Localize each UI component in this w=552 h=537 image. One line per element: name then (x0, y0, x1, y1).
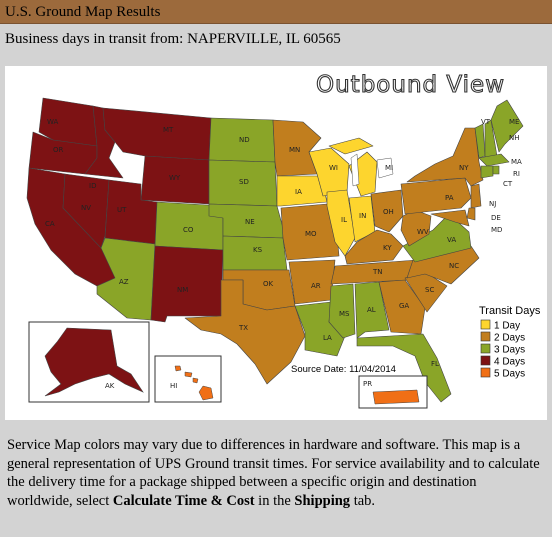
state-labels: WA OR CA ID NV MT WY UT AZ CO NM ND SD N… (45, 118, 522, 368)
label-SD: SD (239, 178, 249, 186)
state-HI (174, 365, 214, 401)
label-RI: RI (513, 170, 520, 178)
state-MD (430, 209, 470, 227)
legend-label-4: 4 Days (494, 357, 525, 368)
label-AK: AK (105, 382, 115, 390)
label-PA: PA (445, 194, 454, 202)
state-MS (328, 283, 356, 339)
label-IN: IN (359, 212, 366, 220)
legend-label-5: 5 Days (494, 369, 525, 380)
label-ID: ID (89, 182, 96, 190)
label-NH: NH (509, 134, 520, 142)
label-AL: AL (367, 306, 376, 314)
legend-title: Transit Days (479, 305, 541, 317)
state-KY (344, 229, 404, 265)
label-MS: MS (339, 310, 350, 318)
state-OH (370, 189, 404, 233)
label-WI: WI (329, 164, 338, 172)
label-MT: MT (163, 126, 174, 134)
state-GA (378, 279, 426, 335)
state-AZ (96, 237, 156, 321)
label-OK: OK (263, 280, 274, 288)
legend-label-1: 1 Day (494, 321, 520, 332)
state-DE (466, 207, 476, 221)
label-ND: ND (239, 136, 250, 144)
label-SC: SC (425, 286, 434, 294)
label-TX: TX (238, 324, 248, 332)
label-CO: CO (183, 226, 194, 234)
label-KS: KS (253, 246, 263, 254)
state-PR (372, 389, 420, 405)
state-TX (184, 279, 306, 385)
state-NV (62, 173, 110, 249)
label-AR: AR (311, 282, 321, 290)
state-CT (480, 165, 494, 179)
label-AZ: AZ (119, 278, 129, 286)
label-ME: ME (509, 118, 519, 126)
label-HI: HI (170, 382, 177, 390)
label-WY: WY (169, 174, 181, 182)
disclaimer-text: Service Map colors may vary due to diffe… (7, 436, 545, 510)
label-MO: MO (305, 230, 317, 238)
label-MA: MA (511, 158, 522, 166)
legend-swatch-2 (480, 331, 491, 342)
label-NV: NV (81, 204, 91, 212)
panel-title: U.S. Ground Map Results (0, 0, 552, 24)
label-NC: NC (449, 262, 459, 270)
origin-text: Business days in transit from: NAPERVILL… (5, 31, 341, 47)
shipping-tab-label: Shipping (294, 492, 351, 509)
state-AL (354, 281, 390, 339)
label-IA: IA (295, 188, 302, 196)
label-FL: FL (431, 360, 439, 368)
state-NY (406, 127, 484, 187)
label-WA: WA (47, 118, 59, 126)
label-IL: IL (341, 216, 347, 224)
disclaimer-part2: in the (254, 492, 295, 509)
state-VA (402, 213, 472, 263)
label-DE: DE (491, 214, 501, 222)
disclaimer-part3: tab. (350, 492, 376, 509)
legend-swatch-1 (480, 319, 491, 330)
label-UT: UT (117, 206, 127, 214)
label-WV: WV (417, 228, 429, 236)
label-TN: TN (372, 268, 383, 276)
label-NM: NM (177, 286, 188, 294)
label-OH: OH (383, 208, 394, 216)
state-RI (492, 165, 500, 175)
view-title: Outbound View (316, 72, 505, 98)
label-KY: KY (383, 244, 392, 252)
label-LA: LA (323, 334, 332, 342)
label-MI: MI (385, 164, 393, 172)
label-NY: NY (459, 164, 469, 172)
label-CA: CA (45, 220, 55, 228)
label-GA: GA (399, 302, 409, 310)
transit-map: Outbound View (5, 66, 547, 420)
source-date: Source Date: 11/04/2014 (291, 364, 396, 375)
label-MD: MD (491, 226, 502, 234)
label-VA: VA (447, 236, 456, 244)
us-map-svg: Outbound View (5, 66, 547, 420)
legend-swatch-5 (480, 367, 491, 378)
calculate-time-cost-label: Calculate Time & Cost (112, 492, 255, 509)
state-ME (490, 99, 524, 153)
label-NJ: NJ (489, 200, 496, 208)
legend-swatch-4 (480, 355, 491, 366)
state-AK (44, 327, 144, 397)
legend-swatch-3 (480, 343, 491, 354)
state-MA (478, 153, 510, 167)
label-MN: MN (289, 146, 300, 154)
label-PR: PR (363, 380, 372, 388)
legend-label-3: 3 Days (494, 345, 525, 356)
label-NE: NE (245, 218, 255, 226)
legend-label-2: 2 Days (494, 333, 525, 344)
label-OR: OR (53, 146, 64, 154)
state-IA (276, 175, 328, 207)
disclaimer-part1: Service Map colors may vary due to diffe… (7, 437, 540, 509)
label-CT: CT (503, 180, 513, 188)
state-NM (150, 245, 224, 323)
state-NJ (470, 183, 482, 209)
label-VT: VT (481, 118, 491, 126)
